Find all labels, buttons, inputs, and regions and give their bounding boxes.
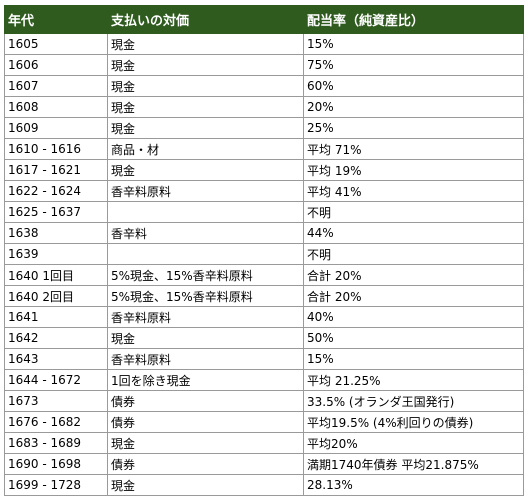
header-rate: 配当率（純資産比） bbox=[303, 5, 524, 34]
cell-payment: 債券 bbox=[107, 453, 304, 475]
table-row: 1644 - 1672 1回を除き現金 平均 21.25% bbox=[4, 369, 524, 391]
cell-period: 1642 bbox=[4, 327, 108, 349]
cell-payment: 現金 bbox=[107, 96, 304, 118]
cell-period: 1638 bbox=[4, 222, 108, 244]
cell-rate: 25% bbox=[303, 117, 524, 139]
cell-period: 1673 bbox=[4, 390, 108, 412]
table-row: 1638 香辛料 44% bbox=[4, 222, 524, 244]
cell-period: 1622 - 1624 bbox=[4, 180, 108, 202]
cell-period: 1605 bbox=[4, 33, 108, 55]
cell-rate: 平均19.5% (4%利回りの債券) bbox=[303, 411, 524, 433]
cell-payment: 現金 bbox=[107, 327, 304, 349]
dividend-table: 年代 支払いの対価 配当率（純資産比） 1605 現金 15% 1606 現金 75% 16… bbox=[4, 5, 524, 496]
table-row: 1607 現金 60% bbox=[4, 75, 524, 97]
cell-period: 1610 - 1616 bbox=[4, 138, 108, 160]
cell-payment: 現金 bbox=[107, 474, 304, 496]
cell-payment: 債券 bbox=[107, 411, 304, 433]
cell-payment: 現金 bbox=[107, 117, 304, 139]
cell-rate: 75% bbox=[303, 54, 524, 76]
cell-period: 1625 - 1637 bbox=[4, 201, 108, 223]
table-row: 1617 - 1621 現金 平均 19% bbox=[4, 159, 524, 181]
cell-rate: 平均 41% bbox=[303, 180, 524, 202]
table-row: 1640 1回目 5%現金、15%香辛料原料 合計 20% bbox=[4, 264, 524, 286]
cell-rate: 平均 71% bbox=[303, 138, 524, 160]
cell-rate: 44% bbox=[303, 222, 524, 244]
cell-payment: 現金 bbox=[107, 33, 304, 55]
cell-period: 1609 bbox=[4, 117, 108, 139]
cell-payment: 香辛料原料 bbox=[107, 180, 304, 202]
table-row: 1643 香辛料原料 15% bbox=[4, 348, 524, 370]
cell-period: 1676 - 1682 bbox=[4, 411, 108, 433]
cell-rate: 60% bbox=[303, 75, 524, 97]
cell-rate: 28.13% bbox=[303, 474, 524, 496]
cell-period: 1608 bbox=[4, 96, 108, 118]
table-row: 1699 - 1728 現金 28.13% bbox=[4, 474, 524, 496]
cell-payment: 現金 bbox=[107, 159, 304, 181]
table-row: 1622 - 1624 香辛料原料 平均 41% bbox=[4, 180, 524, 202]
cell-payment: 香辛料原料 bbox=[107, 348, 304, 370]
cell-period: 1643 bbox=[4, 348, 108, 370]
cell-payment: 現金 bbox=[107, 432, 304, 454]
cell-rate: 33.5% (オランダ王国発行) bbox=[303, 390, 524, 412]
cell-period: 1607 bbox=[4, 75, 108, 97]
cell-payment: 商品・材 bbox=[107, 138, 304, 160]
table-header: 年代 支払いの対価 配当率（純資産比） bbox=[4, 5, 524, 34]
table-row: 1605 現金 15% bbox=[4, 33, 524, 55]
cell-payment: 5%現金、15%香辛料原料 bbox=[107, 264, 304, 286]
cell-rate: 15% bbox=[303, 348, 524, 370]
cell-payment: 香辛料 bbox=[107, 222, 304, 244]
header-period: 年代 bbox=[4, 5, 108, 34]
cell-period: 1644 - 1672 bbox=[4, 369, 108, 391]
table-row: 1690 - 1698 債券 満期1740年債券 平均21.875% bbox=[4, 453, 524, 475]
table-row: 1610 - 1616 商品・材 平均 71% bbox=[4, 138, 524, 160]
cell-payment: 香辛料原料 bbox=[107, 306, 304, 328]
header-payment: 支払いの対価 bbox=[107, 5, 304, 34]
cell-period: 1690 - 1698 bbox=[4, 453, 108, 475]
cell-rate: 15% bbox=[303, 33, 524, 55]
cell-payment: 5%現金、15%香辛料原料 bbox=[107, 285, 304, 307]
table-row: 1640 2回目 5%現金、15%香辛料原料 合計 20% bbox=[4, 285, 524, 307]
cell-rate: 平均20% bbox=[303, 432, 524, 454]
cell-rate: 40% bbox=[303, 306, 524, 328]
cell-rate: 不明 bbox=[303, 201, 524, 223]
table-body: 1605 現金 15% 1606 現金 75% 1607 現金 60% 1608 現金 20% 1609… bbox=[4, 33, 524, 496]
table-row: 1606 現金 75% bbox=[4, 54, 524, 76]
table-row: 1625 - 1637 不明 bbox=[4, 201, 524, 223]
table-row: 1642 現金 50% bbox=[4, 327, 524, 349]
cell-rate: 平均 21.25% bbox=[303, 369, 524, 391]
cell-period: 1683 - 1689 bbox=[4, 432, 108, 454]
table-row: 1683 - 1689 現金 平均20% bbox=[4, 432, 524, 454]
table-row: 1641 香辛料原料 40% bbox=[4, 306, 524, 328]
cell-payment bbox=[107, 243, 304, 265]
cell-rate: 合計 20% bbox=[303, 285, 524, 307]
cell-period: 1606 bbox=[4, 54, 108, 76]
cell-payment: 債券 bbox=[107, 390, 304, 412]
cell-period: 1640 2回目 bbox=[4, 285, 108, 307]
cell-payment bbox=[107, 201, 304, 223]
table-row: 1673 債券 33.5% (オランダ王国発行) bbox=[4, 390, 524, 412]
cell-period: 1639 bbox=[4, 243, 108, 265]
cell-rate: 不明 bbox=[303, 243, 524, 265]
cell-rate: 合計 20% bbox=[303, 264, 524, 286]
cell-rate: 50% bbox=[303, 327, 524, 349]
header-row: 年代 支払いの対価 配当率（純資産比） bbox=[4, 5, 524, 34]
table-row: 1676 - 1682 債券 平均19.5% (4%利回りの債券) bbox=[4, 411, 524, 433]
cell-rate: 20% bbox=[303, 96, 524, 118]
cell-period: 1617 - 1621 bbox=[4, 159, 108, 181]
cell-period: 1641 bbox=[4, 306, 108, 328]
table-row: 1639 不明 bbox=[4, 243, 524, 265]
cell-period: 1699 - 1728 bbox=[4, 474, 108, 496]
cell-payment: 現金 bbox=[107, 54, 304, 76]
cell-rate: 平均 19% bbox=[303, 159, 524, 181]
table-row: 1609 現金 25% bbox=[4, 117, 524, 139]
table-row: 1608 現金 20% bbox=[4, 96, 524, 118]
cell-payment: 現金 bbox=[107, 75, 304, 97]
cell-rate: 満期1740年債券 平均21.875% bbox=[303, 453, 524, 475]
cell-payment: 1回を除き現金 bbox=[107, 369, 304, 391]
cell-period: 1640 1回目 bbox=[4, 264, 108, 286]
